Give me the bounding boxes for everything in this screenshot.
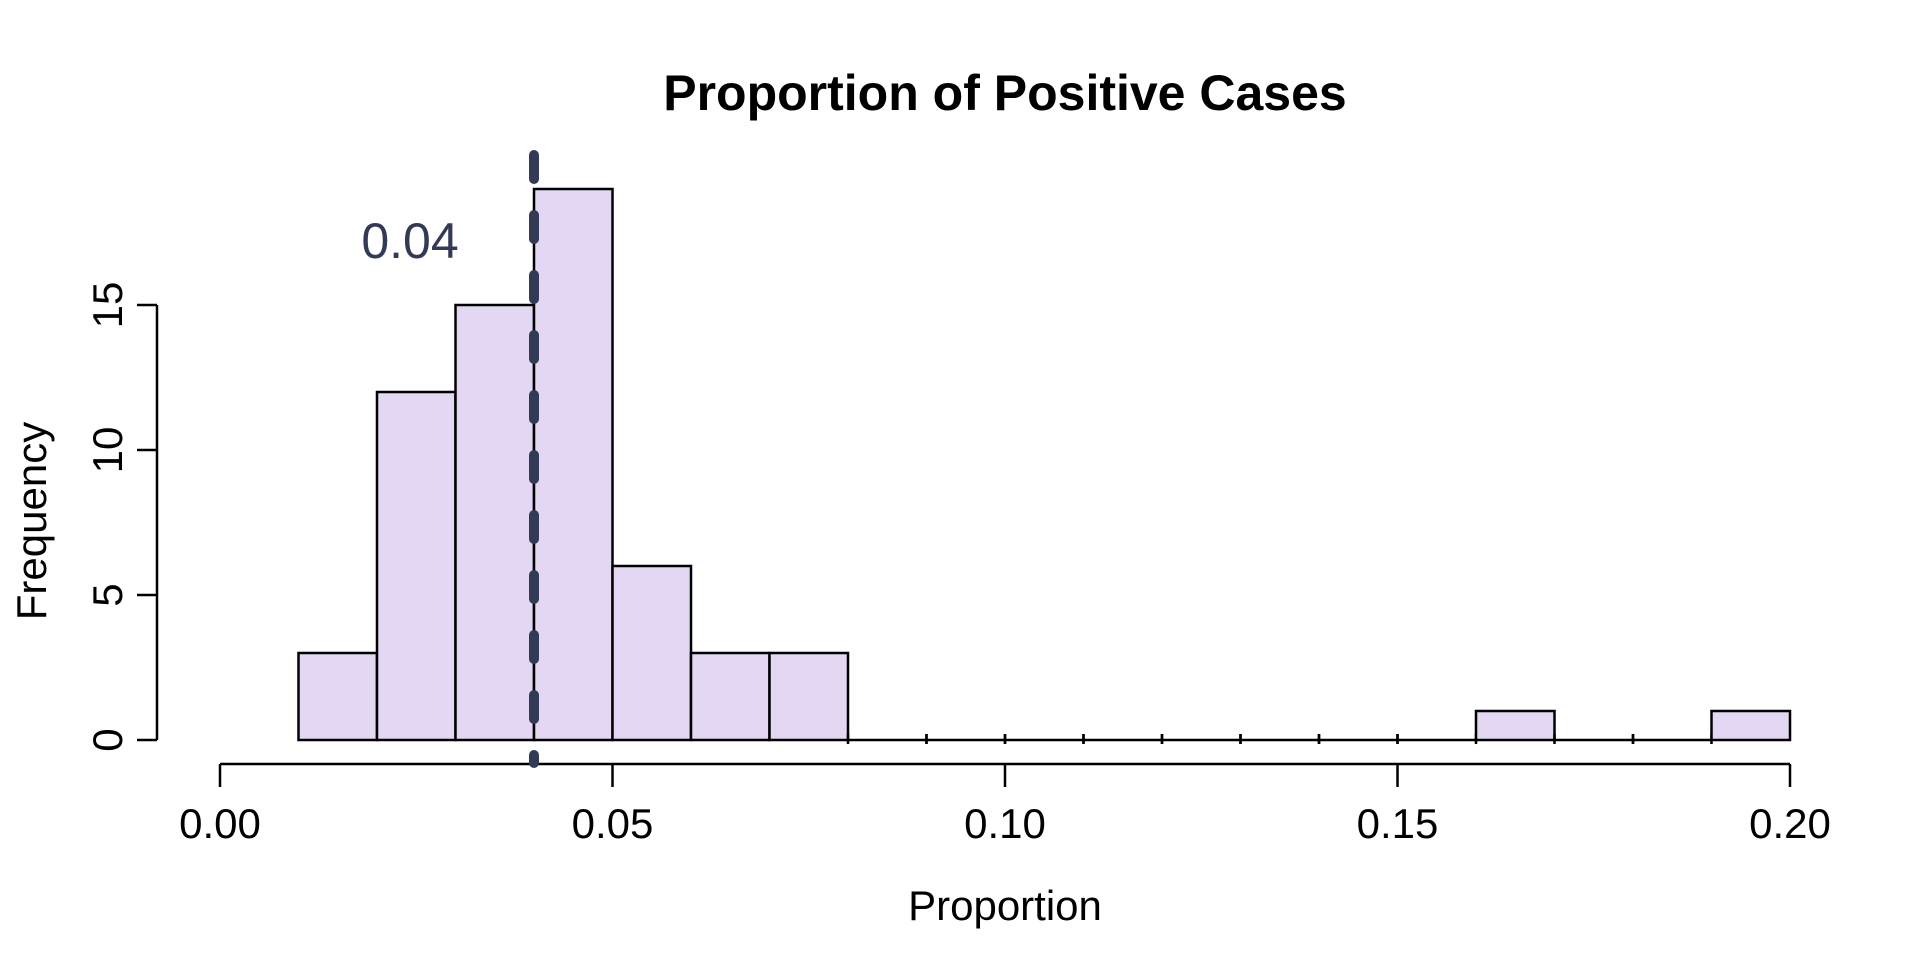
y-tick-label: 5 (84, 583, 131, 606)
axes-group: 0 5 10 15 0.00 0.05 0.10 0.15 0.20 (84, 282, 1831, 847)
x-tick-label: 0.00 (179, 800, 261, 847)
vline-label: 0.04 (361, 213, 458, 269)
y-tick-label: 10 (84, 427, 131, 474)
histogram-bar (1474, 709, 1556, 742)
y-axis-title: Frequency (8, 422, 55, 620)
x-tick-label: 0.10 (964, 800, 1046, 847)
x-axis-title: Proportion (908, 882, 1102, 929)
histogram-bar (454, 303, 536, 742)
histogram-bar (1710, 709, 1792, 742)
histogram-bar (532, 187, 614, 742)
histogram-bar (297, 651, 379, 742)
y-tick-label: 0 (84, 728, 131, 751)
x-tick-label: 0.20 (1749, 800, 1831, 847)
x-tick-label: 0.15 (1357, 800, 1439, 847)
x-tick-label: 0.05 (572, 800, 654, 847)
histogram-bar (375, 390, 457, 742)
plot-title: Proportion of Positive Cases (663, 65, 1346, 121)
histogram-bar (768, 651, 850, 742)
y-tick-label: 15 (84, 282, 131, 329)
bars-group (297, 187, 1792, 744)
histogram-bar (611, 564, 693, 742)
histogram-bar (689, 651, 771, 742)
